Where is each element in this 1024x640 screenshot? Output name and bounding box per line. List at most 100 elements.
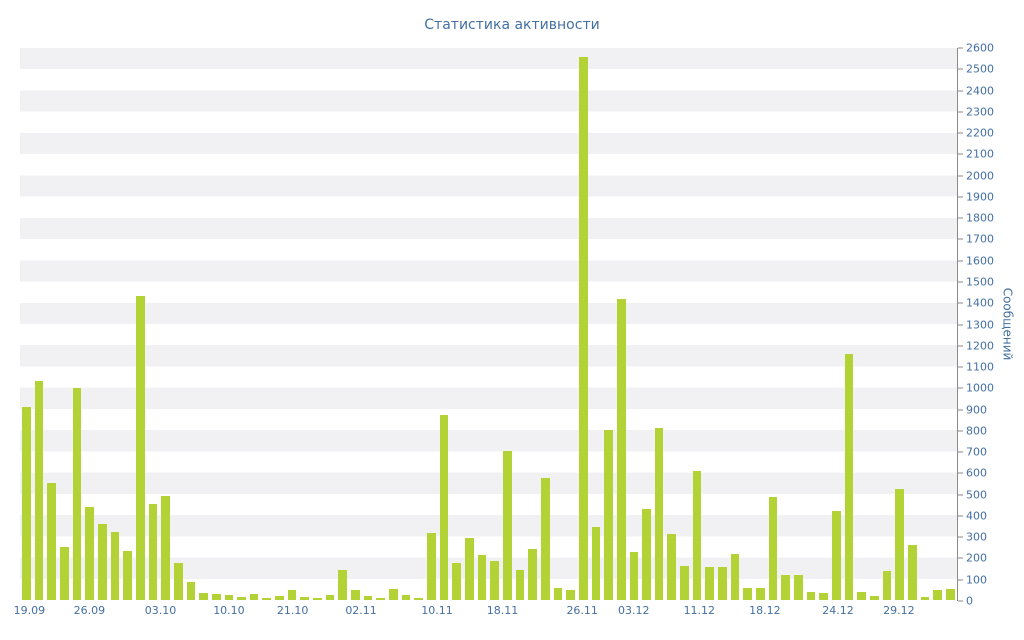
y-tick: 1300 — [958, 319, 994, 330]
y-tick-mark — [958, 515, 963, 517]
y-tick-label: 0 — [966, 594, 973, 608]
bar — [945, 589, 955, 600]
y-tick-label: 500 — [966, 488, 987, 502]
x-axis-labels: 19.09 26.09 03.10 10.10 21.10 02.11 10.11 18.11… — [14, 604, 957, 620]
bar — [718, 567, 727, 600]
y-axis-title-wrap: Сообщений — [992, 48, 1022, 600]
bar — [325, 594, 335, 600]
bar — [832, 510, 841, 600]
y-axis: 0 100 200 300 400 500 600 700 800 900 1000 1100 1200… — [957, 43, 994, 607]
bar — [287, 590, 297, 600]
x-tick-label: 10.11 — [421, 604, 453, 617]
bar — [427, 533, 436, 600]
y-tick: 1700 — [958, 234, 994, 245]
bar — [148, 504, 158, 600]
y-tick: 2500 — [958, 64, 994, 75]
y-tick-label: 2500 — [966, 62, 994, 76]
bar — [667, 534, 677, 600]
bar — [933, 590, 942, 600]
x-tick-label: 18.12 — [749, 604, 781, 617]
y-tick-mark — [958, 579, 963, 581]
y-tick-label: 1200 — [966, 339, 994, 353]
bar — [604, 430, 613, 600]
bar — [794, 574, 803, 600]
bar — [363, 595, 373, 600]
bar — [654, 428, 664, 600]
bar — [313, 597, 322, 600]
y-tick: 200 — [958, 553, 987, 564]
y-tick: 100 — [958, 574, 987, 585]
bar — [629, 552, 639, 600]
y-tick: 300 — [958, 532, 987, 543]
bar — [591, 526, 601, 600]
bar — [490, 560, 499, 600]
y-tick-mark — [958, 153, 963, 155]
bar — [173, 562, 183, 600]
bar — [464, 538, 474, 600]
bar — [262, 597, 272, 600]
y-tick: 2200 — [958, 128, 994, 139]
bar — [414, 597, 423, 600]
y-tick: 1600 — [958, 255, 994, 266]
y-tick: 2300 — [958, 106, 994, 117]
x-tick-label: 29.12 — [883, 604, 915, 617]
y-tick-label: 200 — [966, 551, 987, 565]
bar — [756, 588, 765, 600]
x-tick-label: 26.11 — [566, 604, 598, 617]
y-axis-title: Сообщений — [1000, 287, 1014, 361]
bar — [642, 508, 651, 600]
bar — [72, 387, 82, 600]
bar — [857, 591, 866, 600]
x-tick-label: 03.12 — [617, 604, 650, 617]
bar — [616, 298, 626, 600]
y-tick: 500 — [958, 489, 987, 500]
bar — [692, 470, 702, 600]
y-tick: 1000 — [958, 383, 994, 394]
y-tick-mark — [958, 260, 963, 262]
bar — [819, 592, 828, 600]
bar — [59, 546, 69, 600]
y-tick-label: 1000 — [966, 381, 994, 395]
y-tick-mark — [958, 90, 963, 92]
y-tick-mark — [958, 387, 963, 389]
y-tick-label: 100 — [966, 573, 987, 587]
y-tick: 1200 — [958, 340, 994, 351]
x-tick-label: 10.10 — [213, 604, 245, 617]
y-tick: 600 — [958, 468, 987, 479]
bar — [705, 567, 715, 600]
x-tick-label: 18.11 — [486, 604, 519, 617]
bar — [844, 353, 854, 600]
bar — [22, 406, 31, 600]
bar — [730, 554, 740, 600]
y-tick-mark — [958, 600, 963, 602]
bar — [907, 544, 917, 600]
bar — [211, 593, 221, 600]
y-tick-label: 2100 — [966, 147, 994, 161]
y-tick: 900 — [958, 404, 987, 415]
y-tick: 1900 — [958, 191, 994, 202]
y-tick-mark — [958, 409, 963, 411]
bar — [566, 590, 575, 600]
y-tick-mark — [958, 472, 963, 474]
bar — [85, 506, 94, 600]
y-tick-label: 2400 — [966, 84, 994, 98]
y-tick: 2100 — [958, 149, 994, 160]
bar — [540, 477, 550, 600]
bar — [199, 592, 208, 600]
bar — [376, 597, 386, 600]
y-tick: 800 — [958, 425, 987, 436]
x-tick-label: 24.12 — [822, 604, 854, 617]
y-tick: 2600 — [958, 43, 994, 54]
bar — [249, 593, 259, 600]
x-tick-label: 11.12 — [683, 604, 716, 617]
bar — [97, 523, 107, 600]
y-tick-mark — [958, 451, 963, 453]
bar — [161, 495, 170, 600]
y-tick-label: 1500 — [966, 275, 994, 289]
bar — [452, 562, 461, 600]
y-tick-mark — [958, 430, 963, 432]
y-tick-mark — [958, 324, 963, 325]
bar — [389, 589, 398, 600]
bar — [882, 571, 892, 600]
y-tick-mark — [958, 217, 963, 219]
